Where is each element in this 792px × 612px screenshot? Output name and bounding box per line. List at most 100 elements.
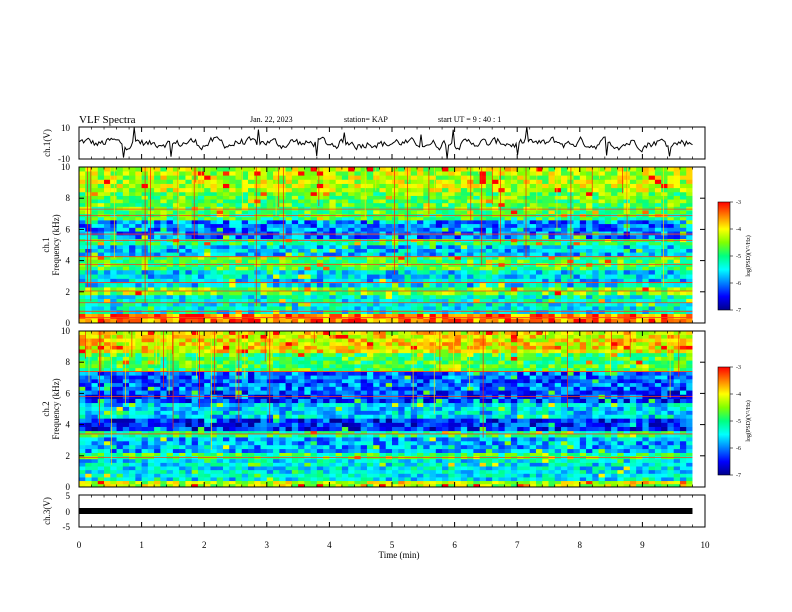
- spectrogram-cell: [611, 248, 618, 253]
- spectrogram-cell: [617, 294, 625, 299]
- spectrogram-cell: [435, 483, 443, 488]
- spectrogram-cell: [154, 199, 161, 204]
- spectrogram-cell: [323, 241, 330, 246]
- spectrogram-cell: [485, 313, 493, 319]
- spectrogram-cell: [679, 318, 687, 324]
- spectrogram-cell: [172, 167, 180, 172]
- spectrogram-cell: [291, 318, 299, 324]
- spectrogram-cell: [586, 266, 593, 271]
- spectrogram-cell: [648, 269, 656, 275]
- spectrogram-cell: [204, 274, 211, 279]
- spectrogram-cell: [285, 187, 293, 193]
- spectrogram-cell: [166, 167, 174, 172]
- spectrogram-cell: [241, 167, 249, 172]
- spectrogram-cell: [485, 231, 493, 236]
- spectrogram-cell: [636, 175, 643, 180]
- spectrogram-cell: [642, 179, 650, 184]
- spectrogram-cell: [97, 191, 105, 196]
- spectrogram-cell: [154, 202, 161, 207]
- spectrogram-cell: [216, 302, 224, 307]
- spectrogram-cell: [442, 274, 449, 279]
- spectrogram-cell: [97, 480, 105, 485]
- spectrogram-cell: [410, 318, 418, 324]
- spectrogram-cell: [529, 175, 537, 180]
- spectrogram-cell: [104, 318, 111, 324]
- spectrogram-cell: [510, 248, 518, 253]
- spectrogram-cell: [579, 266, 587, 271]
- spectrogram-cell: [147, 199, 155, 204]
- spectrogram-cell: [191, 187, 199, 193]
- spectrogram-cell: [442, 183, 449, 189]
- spectrogram-cell: [523, 278, 531, 284]
- spectrogram-cell: [529, 191, 537, 196]
- spectrogram-cell: [398, 466, 405, 471]
- spectrogram-cell: [204, 255, 211, 260]
- spectrogram-cell: [210, 206, 218, 211]
- spectrogram-cell: [611, 220, 618, 225]
- spectrogram-cell: [654, 473, 662, 478]
- spectrogram-cell: [323, 302, 330, 307]
- spectrogram-cell: [122, 167, 130, 172]
- spectrogram-cell: [373, 473, 380, 478]
- spectrogram-cell: [104, 202, 111, 207]
- spectrogram-cell: [79, 287, 86, 292]
- spectrogram-cell: [535, 462, 543, 467]
- spectrogram-cell: [235, 175, 243, 180]
- spectrogram-cell: [91, 216, 99, 221]
- spectrogram-cell: [185, 220, 193, 225]
- spectrogram-cell: [360, 483, 368, 488]
- spectrogram-cell: [197, 241, 205, 246]
- spectrogram-cell: [329, 318, 337, 324]
- spectrogram-cell: [104, 294, 111, 299]
- spectrogram-cell: [448, 183, 455, 189]
- spectrogram-cell: [235, 302, 243, 307]
- spectrogram-cell: [629, 269, 637, 275]
- spectrogram-cell: [122, 291, 130, 296]
- spectrogram-cell: [448, 199, 455, 204]
- spectrogram-cell: [654, 216, 662, 221]
- spectrogram-cell: [254, 466, 261, 471]
- spectrogram-cell: [91, 175, 99, 180]
- spectrogram-cell: [661, 462, 668, 467]
- spectrogram-cell: [298, 206, 305, 211]
- spectrogram-cell: [341, 469, 349, 474]
- spectrogram-cell: [623, 313, 631, 319]
- spectrogram-cell: [254, 231, 261, 236]
- spectrogram-cell: [222, 466, 230, 471]
- spectrogram-cell: [97, 206, 105, 211]
- spectrogram-cell: [110, 278, 117, 284]
- spectrogram-cell: [116, 306, 124, 311]
- spectrogram-cell: [529, 318, 537, 324]
- spectrogram-cell: [85, 282, 92, 288]
- spectrogram-cell: [423, 255, 430, 260]
- spectrogram-cell: [586, 231, 593, 236]
- spectrogram-cell: [291, 175, 299, 180]
- spectrogram-cell: [473, 287, 481, 292]
- spectrogram-cell: [298, 220, 305, 225]
- spectrogram-cell: [204, 259, 211, 264]
- spectrogram-cell: [229, 473, 236, 478]
- spectrogram-cell: [310, 191, 318, 196]
- spectrogram-cell: [110, 241, 117, 246]
- spectrogram-cell: [548, 287, 556, 292]
- spectrogram-cell: [410, 175, 418, 180]
- spectrogram-cell: [116, 477, 124, 482]
- spectrogram-cell: [147, 187, 155, 193]
- spectrogram-cell: [323, 245, 330, 249]
- spectrogram-cell: [316, 313, 324, 319]
- spectrogram-cell: [373, 287, 380, 292]
- spectrogram-cell: [648, 183, 656, 189]
- spectrogram-cell: [216, 252, 224, 257]
- spectrogram-cell: [291, 480, 299, 485]
- spectrogram-cell: [435, 231, 443, 236]
- spectrogram-cell: [529, 171, 537, 176]
- spectrogram-cell: [392, 483, 399, 488]
- spectrogram-cell: [485, 199, 493, 204]
- spectrogram-cell: [166, 187, 174, 193]
- spectrogram-cell: [97, 252, 105, 257]
- spectrogram-cell: [185, 462, 193, 467]
- spectrogram-cell: [454, 235, 462, 240]
- spectrogram-cell: [504, 252, 512, 257]
- spectrogram-cell: [135, 220, 142, 225]
- spectrogram-cell: [654, 298, 662, 303]
